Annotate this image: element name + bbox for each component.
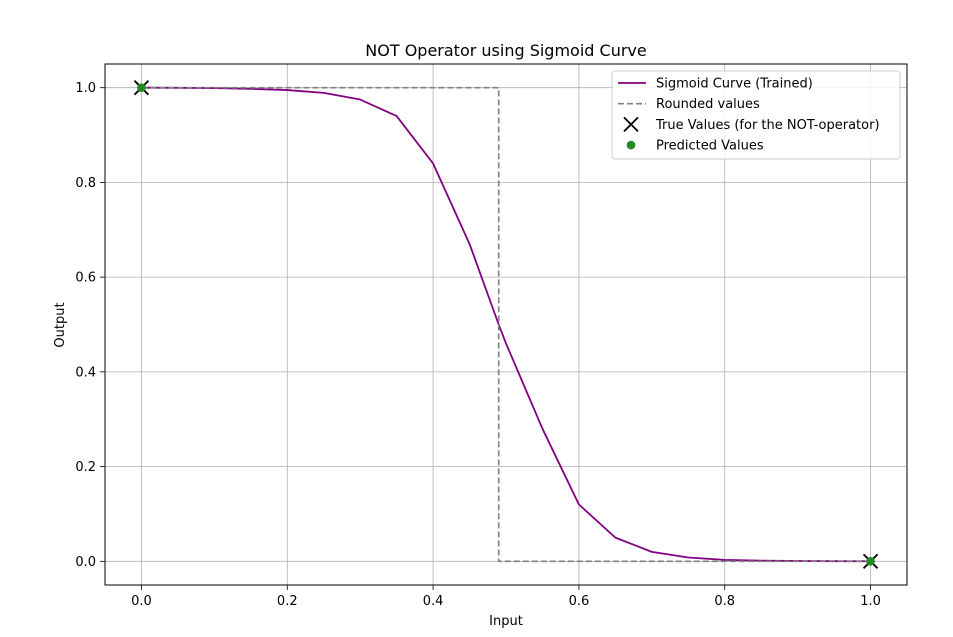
y-axis-label: Output — [53, 302, 68, 347]
legend-box — [611, 70, 901, 160]
plot-frame — [104, 63, 908, 586]
y-tick-label: 1.0 — [75, 81, 96, 96]
y-tick-label: 0.0 — [75, 555, 96, 570]
series-layer — [133, 80, 879, 569]
y-tick-label: 0.2 — [75, 460, 96, 475]
rounded-values-line — [141, 86, 871, 563]
predicted-value-point — [626, 140, 636, 150]
y-tick-label: 0.6 — [75, 271, 96, 286]
legend-label: True Values (for the NOT-operator) — [655, 118, 880, 133]
x-marker-stroke — [623, 116, 639, 133]
sigmoid-curve-line — [141, 86, 871, 563]
legend: Sigmoid Curve (Trained) Rounded values Tru… — [611, 70, 901, 160]
x-tick-label: 0.8 — [714, 594, 735, 609]
x-axis: 0.0 0.2 0.4 0.6 0.8 1.0 — [131, 585, 881, 609]
x-tick-label: 0.0 — [131, 594, 152, 609]
predicted-value-point — [137, 83, 146, 93]
legend-entry: Rounded values — [618, 97, 760, 112]
true-value-x-marker — [623, 116, 639, 133]
chart-title: NOT Operator using Sigmoid Curve — [365, 41, 646, 60]
y-tick-label: 0.4 — [75, 365, 96, 380]
x-tick-label: 0.2 — [277, 594, 298, 609]
y-tick-label: 0.8 — [75, 176, 96, 191]
predicted-value-point — [866, 556, 875, 566]
x-axis-label: Input — [489, 614, 523, 629]
legend-entry: Predicted Values — [626, 139, 764, 154]
legend-entry: Sigmoid Curve (Trained) — [618, 77, 813, 92]
y-axis: 0.0 0.2 0.4 0.6 0.8 1.0 — [75, 81, 105, 570]
x-tick-label: 0.6 — [569, 594, 590, 609]
legend-label: Predicted Values — [656, 139, 764, 154]
legend-label: Rounded values — [656, 97, 760, 112]
x-tick-label: 1.0 — [860, 594, 881, 609]
legend-entry: True Values (for the NOT-operator) — [623, 116, 880, 133]
legend-label: Sigmoid Curve (Trained) — [656, 77, 813, 92]
x-tick-label: 0.4 — [423, 594, 444, 609]
